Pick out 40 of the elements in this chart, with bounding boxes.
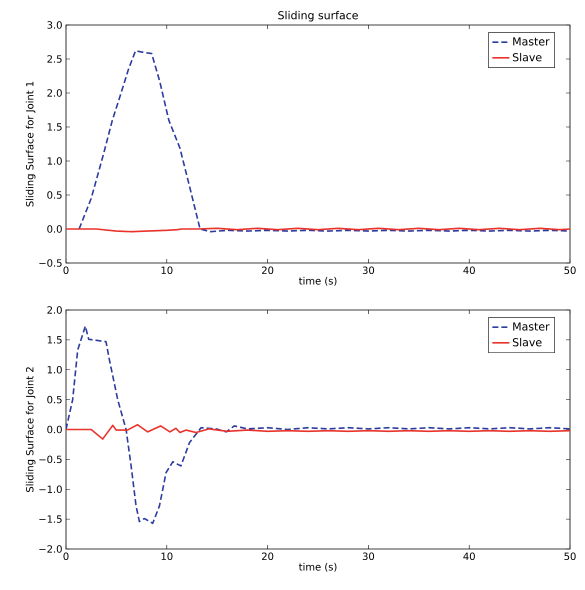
y-tick-label: −1.0 [39,485,62,494]
y-tick-label: 1.0 [48,366,62,374]
x-tick-label: 0 [63,266,69,274]
legend-label: Slave [512,338,542,346]
x-axis-title: time (s) [298,276,336,286]
x-tick-label: 10 [162,266,172,274]
y-tick-label: 2.5 [47,55,62,63]
y-tick-label: 2.0 [47,89,62,97]
y-tick-label: 2.0 [47,306,62,314]
legend-label: Slave [512,52,542,62]
x-tick-label: 40 [463,552,475,560]
y-tick-label: 0.0 [47,426,62,434]
x-tick-label: 20 [262,552,274,560]
x-tick-label: 40 [463,266,475,274]
y-tick-label: 3.0 [47,21,62,29]
x-tick-label: 50 [564,552,576,560]
x-tick-label: 10 [162,552,172,560]
legend-label: Master [513,37,550,46]
chart-title: Sliding surface [278,10,358,22]
x-tick-label: 30 [362,552,374,560]
line-series [78,50,570,233]
y-tick-label: 0.0 [47,225,62,233]
y-tick-label: 0.5 [47,191,62,199]
y-tick-label: −2.0 [39,545,62,553]
y-tick-label: −0.5 [39,456,62,464]
x-tick-label: 0 [63,552,69,560]
y-axis-title: Sliding Surface for Joint 1 [26,82,36,206]
y-tick-label: 1.5 [48,123,62,131]
y-tick-label: −0.5 [39,259,62,267]
y-tick-label: 1.0 [48,157,62,165]
y-axis-title: Sliding Surface for Joint 2 [26,367,36,492]
x-axis-title: time (s) [298,562,336,572]
x-tick-label: 20 [262,266,274,274]
legend-label: Master [513,322,550,331]
y-tick-label: 1.5 [48,336,62,344]
y-tick-label: −1.5 [39,515,62,523]
y-tick-label: 0.5 [47,396,62,404]
line-series [66,424,570,440]
x-tick-label: 30 [362,266,374,274]
x-tick-label: 50 [564,266,576,274]
